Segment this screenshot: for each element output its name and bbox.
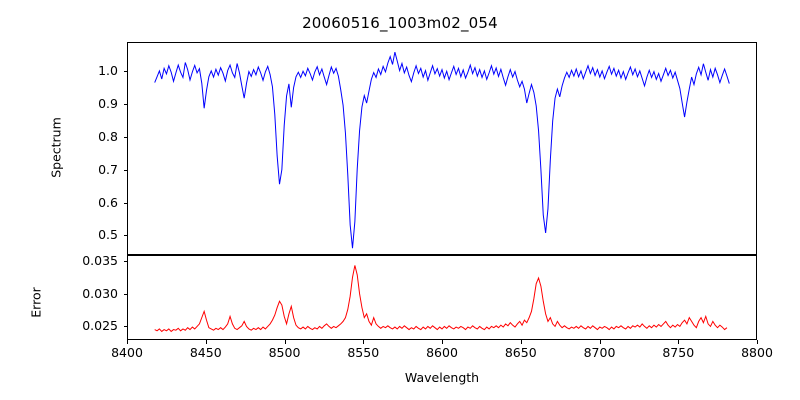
y-axis-label-error: Error bbox=[28, 287, 44, 318]
x-tick-label: 8450 bbox=[189, 345, 222, 360]
y-tick-label: 0.030 bbox=[82, 285, 118, 301]
y-tick-label: 0.035 bbox=[82, 253, 118, 269]
y-tick-mark bbox=[123, 202, 127, 204]
y-tick-label: 0.9 bbox=[98, 96, 118, 112]
spectrum-plot-panel bbox=[127, 42, 757, 255]
y-tick-mark bbox=[123, 71, 127, 73]
x-tick-label: 8650 bbox=[504, 345, 537, 360]
x-tick-label: 8750 bbox=[662, 345, 695, 360]
x-tick-mark bbox=[757, 340, 758, 344]
figure-title: 20060516_1003m02_054 bbox=[302, 14, 498, 32]
x-tick-label: 8550 bbox=[347, 345, 380, 360]
spectrum-series bbox=[128, 43, 756, 254]
y-tick-label: 0.7 bbox=[98, 161, 118, 177]
y-tick-mark bbox=[123, 261, 127, 263]
x-tick-mark bbox=[127, 340, 128, 344]
y-tick-mark bbox=[123, 104, 127, 106]
x-tick-mark bbox=[442, 340, 443, 344]
x-tick-mark bbox=[205, 340, 207, 344]
y-tick-mark bbox=[123, 169, 127, 171]
y-tick-mark bbox=[123, 137, 127, 139]
y-tick-label: 0.025 bbox=[82, 317, 118, 333]
y-tick-mark bbox=[123, 293, 127, 295]
y-tick-mark bbox=[123, 235, 127, 237]
x-tick-label: 8500 bbox=[268, 345, 301, 360]
x-tick-label: 8800 bbox=[741, 345, 773, 360]
x-tick-mark bbox=[599, 340, 601, 344]
y-tick-label: 0.8 bbox=[98, 129, 118, 145]
y-tick-mark bbox=[123, 325, 127, 327]
x-tick-mark bbox=[678, 340, 680, 344]
x-axis-label-wavelength: Wavelength bbox=[404, 370, 480, 385]
x-tick-label: 8600 bbox=[426, 345, 458, 360]
y-tick-label: 0.6 bbox=[98, 194, 118, 210]
y-tick-label: 1.0 bbox=[98, 63, 118, 79]
error-series bbox=[128, 256, 756, 339]
x-tick-mark bbox=[284, 340, 286, 344]
y-tick-label: 0.5 bbox=[98, 227, 118, 243]
x-tick-label: 8400 bbox=[111, 345, 143, 360]
error-plot-panel bbox=[127, 255, 757, 340]
x-tick-mark bbox=[363, 340, 365, 344]
x-tick-mark bbox=[520, 340, 522, 344]
x-tick-label: 8700 bbox=[583, 345, 616, 360]
